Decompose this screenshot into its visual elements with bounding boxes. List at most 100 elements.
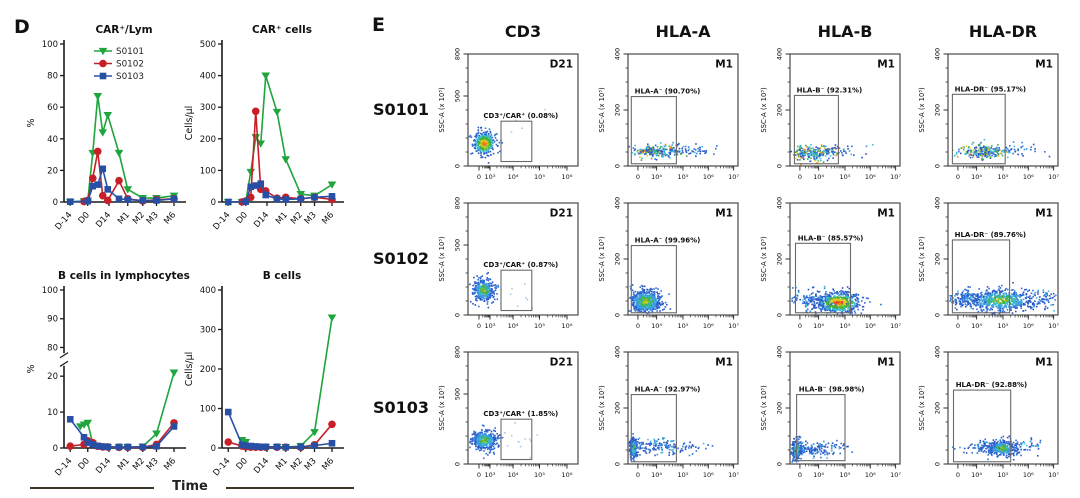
svg-text:0: 0 — [454, 462, 462, 466]
svg-text:800: 800 — [454, 48, 462, 60]
svg-text:10⁷: 10⁷ — [1048, 173, 1059, 181]
svg-text:D-14: D-14 — [53, 210, 74, 232]
ssc-axis-label: SSC-A (x 10³) — [918, 236, 926, 282]
svg-text:10⁴: 10⁴ — [971, 173, 982, 181]
scatter-points — [628, 433, 714, 463]
svg-text:10⁵: 10⁵ — [840, 173, 851, 181]
legend-label-s0102: S0102 — [116, 60, 144, 70]
svg-text:10⁵: 10⁵ — [534, 322, 545, 330]
svg-text:10⁷: 10⁷ — [728, 322, 739, 330]
svg-text:0: 0 — [454, 313, 462, 317]
panel-d-label: D — [14, 16, 30, 38]
svg-text:0: 0 — [956, 322, 960, 330]
svg-text:10⁷: 10⁷ — [1048, 322, 1059, 330]
svg-text:40: 40 — [47, 135, 58, 145]
ssc-axis-label: SSC-A (x 10³) — [760, 385, 768, 431]
svg-text:D14: D14 — [94, 456, 113, 476]
svg-text:0: 0 — [934, 313, 942, 317]
svg-text:D0: D0 — [235, 456, 250, 472]
flow-row-label-s0103: S0103 — [372, 398, 430, 417]
gate-label: CD3⁺/CAR⁺ (1.85%) — [483, 410, 558, 418]
flow-column-header-hla-a: HLA-A — [655, 22, 711, 41]
ssc-axis-label: SSC-A (x 10³) — [760, 236, 768, 282]
svg-text:D-14: D-14 — [211, 210, 232, 232]
plot-frame — [789, 53, 901, 167]
svg-text:20: 20 — [47, 166, 58, 176]
svg-text:10⁴: 10⁴ — [813, 322, 824, 330]
timepoint-tag: M1 — [1035, 208, 1053, 220]
svg-text:10⁴: 10⁴ — [508, 322, 519, 330]
svg-text:D-14: D-14 — [211, 456, 232, 478]
svg-text:10⁴: 10⁴ — [508, 471, 519, 479]
svg-text:400: 400 — [200, 72, 216, 82]
svg-text:0: 0 — [614, 313, 622, 317]
timepoint-tag: M1 — [877, 208, 895, 220]
svg-text:80: 80 — [47, 72, 58, 82]
series-S0101 — [237, 314, 337, 452]
flow-plot-s0101-hla-a: SSC-A (x 10³) 0 200 400 0 10⁴ 10⁵ 10⁶ 10⁷ HLA-A⁻ … — [598, 48, 739, 181]
svg-text:0: 0 — [53, 444, 58, 454]
scatter-points — [628, 141, 718, 161]
timepoint-tag: M1 — [877, 357, 895, 369]
svg-text:0: 0 — [798, 173, 802, 181]
plot-axes: 0 500 800 0 10³ 10⁴ 10⁵ 10⁶ — [454, 197, 573, 330]
svg-text:500: 500 — [454, 90, 462, 102]
time-axis-line-right — [226, 487, 354, 489]
gate-label: HLA-B⁻ (92.31%) — [797, 86, 863, 94]
svg-text:0: 0 — [477, 471, 481, 479]
svg-text:400: 400 — [776, 197, 784, 209]
timepoint-tag: M1 — [715, 357, 733, 369]
svg-text:500: 500 — [200, 40, 216, 50]
series-S0103 — [66, 415, 178, 451]
scatter-points — [468, 108, 546, 164]
svg-text:M1: M1 — [274, 456, 290, 472]
svg-text:200: 200 — [934, 104, 942, 116]
scatter-points — [469, 422, 539, 460]
svg-text:M1: M1 — [274, 210, 290, 226]
gate-label: HLA-A⁻ (90.70%) — [635, 88, 701, 96]
gate-rect — [796, 394, 846, 462]
svg-text:10⁷: 10⁷ — [890, 173, 901, 181]
svg-text:0: 0 — [776, 313, 784, 317]
gate-rect — [500, 418, 533, 461]
ssc-axis-label: SSC-A (x 10³) — [438, 87, 446, 133]
series-S0101 — [223, 72, 337, 207]
timepoint-tag: M1 — [1035, 59, 1053, 71]
svg-text:0: 0 — [211, 444, 216, 454]
chart-title: B cells — [263, 270, 301, 282]
svg-text:10⁵: 10⁵ — [840, 322, 851, 330]
svg-text:0: 0 — [477, 173, 481, 181]
svg-text:0: 0 — [614, 164, 622, 168]
svg-text:M6: M6 — [320, 210, 336, 226]
gate-label: HLA-A⁻ (92.97%) — [635, 386, 701, 394]
svg-text:D14: D14 — [252, 210, 271, 230]
svg-text:0: 0 — [477, 322, 481, 330]
svg-text:10⁶: 10⁶ — [562, 173, 573, 181]
svg-text:200: 200 — [776, 253, 784, 265]
svg-text:10⁵: 10⁵ — [678, 471, 689, 479]
svg-text:10⁵: 10⁵ — [678, 173, 689, 181]
svg-text:60: 60 — [47, 103, 58, 113]
flow-plot-s0101-hla-b: SSC-A (x 10³) 0 200 400 0 10⁴ 10⁵ 10⁶ 10⁷ HLA-B⁻ … — [760, 48, 901, 181]
gate-rect — [630, 96, 677, 165]
svg-text:10⁷: 10⁷ — [728, 173, 739, 181]
svg-text:M1: M1 — [116, 456, 132, 472]
flow-plot-s0102-hla-a: SSC-A (x 10³) 0 200 400 0 10⁴ 10⁵ 10⁶ 10⁷ HLA-A⁻ … — [598, 197, 739, 330]
ssc-axis-label: SSC-A (x 10³) — [438, 385, 446, 431]
svg-text:0: 0 — [956, 173, 960, 181]
gate-rect — [630, 394, 677, 463]
legend-label-s0103: S0103 — [116, 72, 144, 82]
svg-text:10⁴: 10⁴ — [651, 322, 662, 330]
svg-text:M3: M3 — [145, 210, 161, 226]
svg-text:D14: D14 — [94, 210, 113, 230]
chart-title: CAR⁺/Lym — [95, 24, 152, 36]
svg-text:D0: D0 — [235, 210, 250, 226]
ssc-axis-label: SSC-A (x 10³) — [598, 385, 606, 431]
svg-text:400: 400 — [614, 346, 622, 358]
flow-plot-s0101-cd3: SSC-A (x 10³) 0 500 800 0 10³ 10⁴ 10⁵ 10⁶ CD3⁺/CA… — [438, 48, 579, 181]
legend-label-s0101: S0101 — [116, 47, 144, 57]
series-S0103 — [224, 180, 336, 206]
svg-text:100: 100 — [42, 40, 58, 50]
chart-title: CAR⁺ cells — [252, 24, 312, 36]
